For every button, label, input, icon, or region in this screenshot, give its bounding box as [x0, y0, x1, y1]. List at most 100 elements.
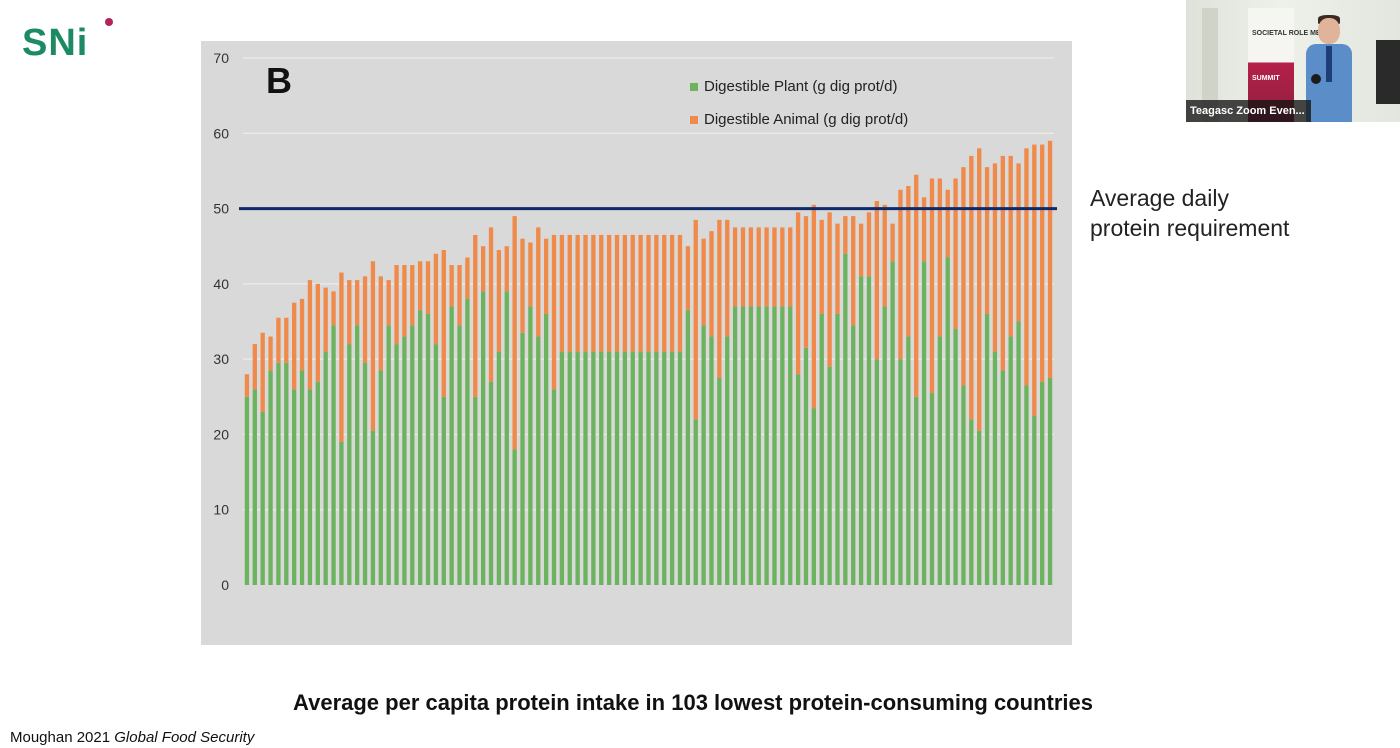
bar-animal: [725, 219, 730, 337]
bar-animal: [614, 234, 620, 352]
bar-plant: [473, 396, 478, 585]
bar-animal: [575, 234, 580, 352]
bar-plant: [606, 351, 612, 585]
bar-plant: [669, 351, 675, 585]
citation: Moughan 2021 Global Food Security: [10, 729, 254, 746]
bar-animal: [504, 246, 509, 292]
bar-plant: [662, 351, 667, 585]
bar-animal: [252, 344, 257, 390]
bar-animal: [441, 249, 446, 397]
bar-plant: [882, 306, 887, 585]
y-tick-label: 50: [213, 201, 229, 217]
bar-plant: [512, 449, 517, 585]
bar-plant: [520, 332, 525, 585]
bar-plant: [425, 313, 431, 585]
bar-plant: [433, 344, 439, 585]
bar-plant: [402, 336, 407, 585]
bar-plant: [748, 306, 754, 585]
bar-animal: [843, 216, 848, 254]
bar-animal: [1047, 140, 1053, 378]
bar-animal: [551, 234, 557, 390]
bar-plant: [937, 336, 942, 585]
bar-animal: [866, 212, 872, 277]
bar-plant: [756, 306, 761, 585]
bar-animal: [260, 332, 265, 412]
bar-animal: [803, 216, 809, 348]
bar-animal: [992, 163, 998, 352]
bar-animal: [662, 234, 667, 352]
bar-plant: [874, 359, 880, 585]
bar-animal: [543, 238, 549, 314]
bar-plant: [536, 336, 541, 585]
bar-animal: [685, 246, 691, 311]
bar-animal: [567, 234, 572, 352]
bar-animal: [701, 238, 706, 326]
bar-animal: [677, 234, 683, 352]
logo-dot-icon: [105, 18, 113, 26]
bar-plant: [725, 336, 730, 585]
bar-plant: [772, 306, 777, 585]
bar-animal: [339, 272, 344, 442]
bar-animal: [740, 227, 746, 307]
bar-plant: [528, 306, 533, 585]
bar-animal: [937, 178, 942, 337]
bar-plant: [299, 370, 305, 585]
bar-animal: [669, 234, 675, 352]
bar-animal: [1008, 155, 1013, 337]
bar-plant: [378, 370, 383, 585]
bar-plant: [1000, 370, 1005, 585]
bar-plant: [945, 257, 950, 585]
bar-animal: [748, 227, 754, 307]
bar-animal: [378, 276, 383, 371]
bar-animal: [921, 197, 927, 262]
citation-journal: Global Food Security: [114, 729, 255, 746]
bar-plant: [898, 359, 903, 585]
bar-plant: [685, 310, 691, 585]
bar-animal: [874, 201, 880, 360]
bar-plant: [504, 291, 509, 585]
bar-plant: [646, 351, 651, 585]
bar-plant: [1032, 415, 1037, 585]
bar-animal: [299, 298, 305, 371]
y-tick-label: 30: [213, 351, 229, 367]
video-door: [1202, 8, 1218, 122]
bar-animal: [654, 234, 659, 352]
bar-animal: [386, 280, 391, 326]
bar-plant: [732, 306, 738, 585]
bar-plant: [929, 393, 935, 585]
bar-plant: [567, 351, 572, 585]
bar-animal: [819, 219, 824, 314]
bar-animal: [1032, 144, 1037, 416]
bar-animal: [717, 219, 722, 378]
bar-animal: [638, 234, 643, 352]
bar-plant: [268, 370, 273, 585]
bar-plant: [599, 351, 604, 585]
bar-animal: [268, 336, 273, 371]
y-tick-label: 20: [213, 426, 229, 442]
video-participant-label: Teagasc Zoom Even...: [1186, 100, 1311, 122]
bar-plant: [410, 325, 415, 585]
bar-animal: [331, 291, 336, 326]
bar-plant: [914, 396, 919, 585]
bar-plant: [953, 329, 958, 585]
bar-plant: [292, 389, 297, 585]
bar-plant: [788, 306, 793, 585]
bar-plant: [488, 381, 494, 585]
bar-animal: [465, 257, 470, 299]
bar-animal: [410, 265, 415, 326]
bar-animal: [520, 238, 525, 333]
speaker-video-thumbnail[interactable]: SOCIETAL ROLE MEAT SUMMIT Teagasc Zoom E…: [1186, 0, 1400, 122]
bar-animal: [795, 212, 801, 375]
bar-plant: [921, 261, 927, 585]
bar-plant: [701, 325, 706, 585]
bar-animal: [1024, 148, 1029, 386]
bar-animal: [559, 234, 565, 352]
bar-animal: [764, 227, 769, 307]
bar-animal: [882, 204, 887, 307]
bar-animal: [851, 216, 856, 326]
bar-plant: [331, 325, 336, 585]
bar-plant: [370, 430, 376, 585]
bar-plant: [906, 336, 911, 585]
bar-plant: [795, 374, 801, 585]
bar-animal: [898, 189, 903, 360]
